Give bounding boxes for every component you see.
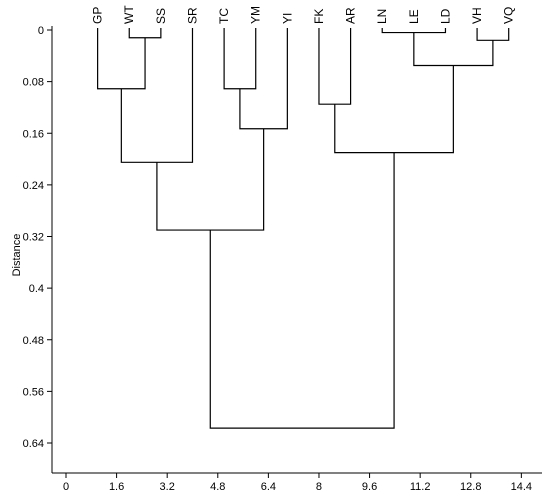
y-axis-label: Distance [11, 234, 23, 277]
merge-link-m5 [97, 28, 146, 90]
x-tick-label: 0 [63, 481, 69, 493]
y-tick-label: 0.08 [23, 77, 44, 89]
y-tick-label: 0.56 [23, 386, 44, 398]
leaf-label-ld: LD [438, 8, 452, 24]
x-tick-label: 14.4 [511, 481, 532, 493]
leaf-label-yi: YI [280, 13, 294, 24]
x-tick-label: 6.4 [261, 481, 276, 493]
y-tick-label: 0.64 [23, 438, 44, 450]
x-axis: 0 1.6 3.2 4.8 6.4 8 9.6 11.2 12.8 14.4 [52, 472, 542, 493]
y-tick-label: 0.48 [23, 335, 44, 347]
leaf-labels: GP WT SS SR TC YM YI FK AR LN LE LD VH VQ [91, 5, 516, 24]
x-tick-label: 8 [316, 481, 322, 493]
y-tick-label: 0.24 [23, 180, 44, 192]
leaf-label-sr: SR [185, 7, 199, 24]
leaf-label-ym: YM [249, 6, 263, 24]
y-tick-label: 0.4 [29, 283, 44, 295]
leaf-label-gp: GP [91, 7, 105, 24]
leaf-label-vq: VQ [502, 7, 516, 24]
merge-link-m11 [156, 128, 265, 231]
merge-link-m2 [476, 28, 510, 41]
merge-link-m1 [128, 28, 162, 39]
leaf-label-ar: AR [344, 7, 358, 24]
x-tick-label: 1.6 [109, 481, 124, 493]
merge-link-m12 [209, 152, 395, 429]
merge-link-m10 [120, 28, 194, 163]
merge-link-m8 [239, 28, 288, 130]
y-tick-label: 0 [38, 25, 44, 37]
leaf-label-fk: FK [312, 9, 326, 24]
x-tick-label: 4.8 [210, 481, 225, 493]
merge-link-m6 [223, 28, 257, 90]
merge-link-m7 [318, 28, 352, 105]
x-tick-label: 3.2 [160, 481, 175, 493]
x-tick-label: 11.2 [410, 481, 431, 493]
x-tick-label: 12.8 [460, 481, 481, 493]
leaf-label-ss: SS [154, 8, 168, 24]
y-tick-label: 0.32 [23, 232, 44, 244]
leaf-label-tc: TC [217, 8, 231, 24]
merge-link-m3 [381, 28, 447, 34]
leaf-label-ln: LN [375, 9, 389, 24]
y-tick-label: 0.16 [23, 128, 44, 140]
dendrogram-links [97, 28, 510, 429]
leaf-label-wt: WT [122, 5, 136, 24]
merge-link-m4 [413, 32, 494, 67]
merge-link-m9 [334, 65, 454, 154]
leaf-label-le: LE [407, 9, 421, 24]
x-tick-label: 9.6 [362, 481, 377, 493]
y-axis: 0 0.08 0.16 0.24 0.32 0.4 0.48 0.56 0.64 [23, 25, 53, 473]
leaf-label-vh: VH [470, 7, 484, 24]
